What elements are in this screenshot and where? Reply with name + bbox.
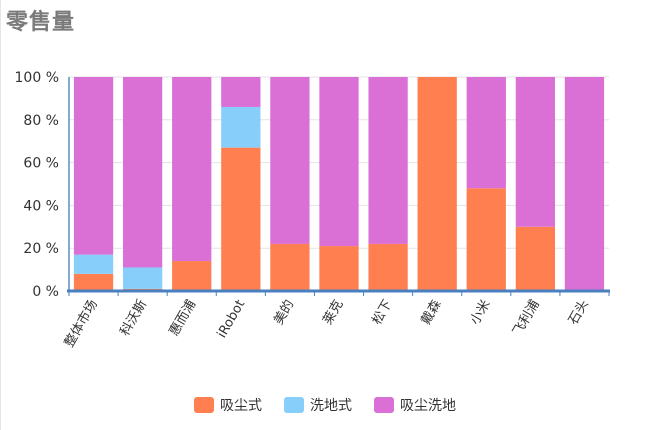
- x-tick-label: 戴森: [419, 298, 445, 328]
- bar-segment: [172, 77, 212, 262]
- bar-segment: [319, 77, 359, 247]
- bar-segment: [172, 261, 212, 291]
- y-tick-label: 100 %: [15, 70, 59, 86]
- x-tick-label: 莱克: [320, 298, 346, 328]
- bar-segment: [270, 77, 310, 244]
- y-tick-label: 0 %: [32, 284, 59, 300]
- bar-segment: [73, 77, 114, 255]
- legend-item[interactable]: 洗地式: [284, 395, 352, 415]
- bar-segment: [564, 77, 605, 291]
- y-tick-label: 20 %: [23, 241, 59, 257]
- x-tick-label: iRobot: [215, 298, 249, 341]
- legend-item[interactable]: 吸尘洗地: [374, 395, 456, 415]
- bar-segment: [270, 243, 310, 291]
- x-tick-label: 小米: [468, 297, 494, 327]
- bar-segment: [515, 226, 555, 291]
- bar-segment: [221, 77, 261, 107]
- bar-segment: [466, 188, 506, 291]
- legend-swatch: [284, 397, 304, 413]
- x-tick-label: 松下: [370, 298, 396, 328]
- bar-segment: [221, 106, 261, 148]
- bar-segment: [123, 267, 163, 289]
- bar-segment: [73, 254, 114, 274]
- bar-segment: [73, 273, 114, 291]
- y-tick-label: 60 %: [23, 156, 59, 172]
- legend-label: 吸尘式: [220, 398, 262, 414]
- legend-swatch: [194, 397, 214, 413]
- x-tick-label: 科沃斯: [118, 298, 150, 339]
- x-tick-label: 美的: [271, 297, 298, 328]
- y-tick-label: 40 %: [23, 198, 59, 214]
- stacked-bar-chart: 0 % 20 % 40 % 60 % 80 % 100 % 整体市场 科沃斯 惠而浦 iRobot…: [15, 70, 610, 350]
- bar-segment: [515, 77, 555, 227]
- x-tick-label: 石头: [566, 298, 592, 328]
- x-tick-label: 整体市场: [61, 297, 101, 350]
- legend-label: 吸尘洗地: [400, 398, 456, 414]
- bar-segment: [123, 77, 163, 268]
- chart-legend: 吸尘式 洗地式 吸尘洗地: [0, 395, 650, 415]
- bar-segment: [221, 147, 261, 291]
- bar-segment: [417, 77, 457, 291]
- y-tick-label: 80 %: [23, 113, 59, 129]
- legend-swatch: [374, 397, 394, 413]
- x-tick-label: 飞利浦: [510, 298, 542, 339]
- chart-title: 零售量: [6, 10, 76, 35]
- bar-segment: [368, 77, 408, 244]
- legend-item[interactable]: 吸尘式: [194, 395, 262, 415]
- left-border: [0, 0, 1, 430]
- bar-segment: [368, 243, 408, 291]
- x-tick-label: 惠而浦: [167, 298, 199, 339]
- legend-label: 洗地式: [310, 398, 352, 414]
- bar-segment: [466, 77, 506, 189]
- bar-segment: [319, 246, 359, 291]
